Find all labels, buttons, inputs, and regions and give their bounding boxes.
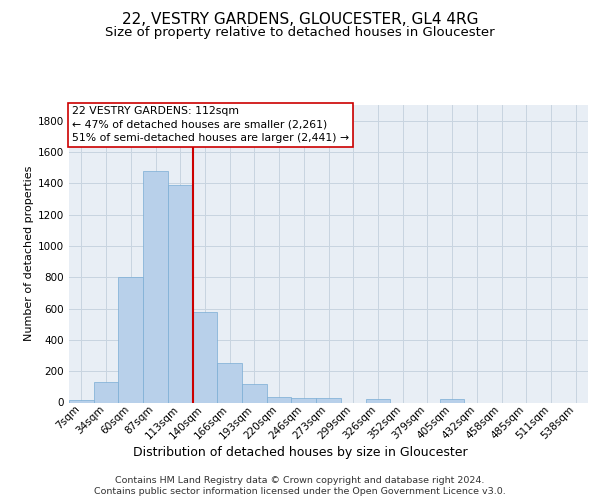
- Text: Size of property relative to detached houses in Gloucester: Size of property relative to detached ho…: [105, 26, 495, 39]
- Bar: [94, 382, 118, 402]
- Text: Contains HM Land Registry data © Crown copyright and database right 2024.: Contains HM Land Registry data © Crown c…: [115, 476, 485, 485]
- Text: 22, VESTRY GARDENS, GLOUCESTER, GL4 4RG: 22, VESTRY GARDENS, GLOUCESTER, GL4 4RG: [122, 12, 478, 28]
- Text: Distribution of detached houses by size in Gloucester: Distribution of detached houses by size …: [133, 446, 467, 459]
- Text: 22 VESTRY GARDENS: 112sqm
← 47% of detached houses are smaller (2,261)
51% of se: 22 VESTRY GARDENS: 112sqm ← 47% of detac…: [71, 106, 349, 143]
- Bar: [168, 185, 193, 402]
- Bar: [217, 364, 242, 403]
- Bar: [143, 171, 168, 402]
- Bar: [69, 400, 94, 402]
- Bar: [242, 384, 267, 402]
- Y-axis label: Number of detached properties: Number of detached properties: [24, 166, 34, 342]
- Bar: [292, 398, 316, 402]
- Bar: [316, 398, 341, 402]
- Bar: [267, 397, 292, 402]
- Bar: [193, 312, 217, 402]
- Bar: [365, 400, 390, 402]
- Bar: [118, 277, 143, 402]
- Text: Contains public sector information licensed under the Open Government Licence v3: Contains public sector information licen…: [94, 488, 506, 496]
- Bar: [440, 400, 464, 402]
